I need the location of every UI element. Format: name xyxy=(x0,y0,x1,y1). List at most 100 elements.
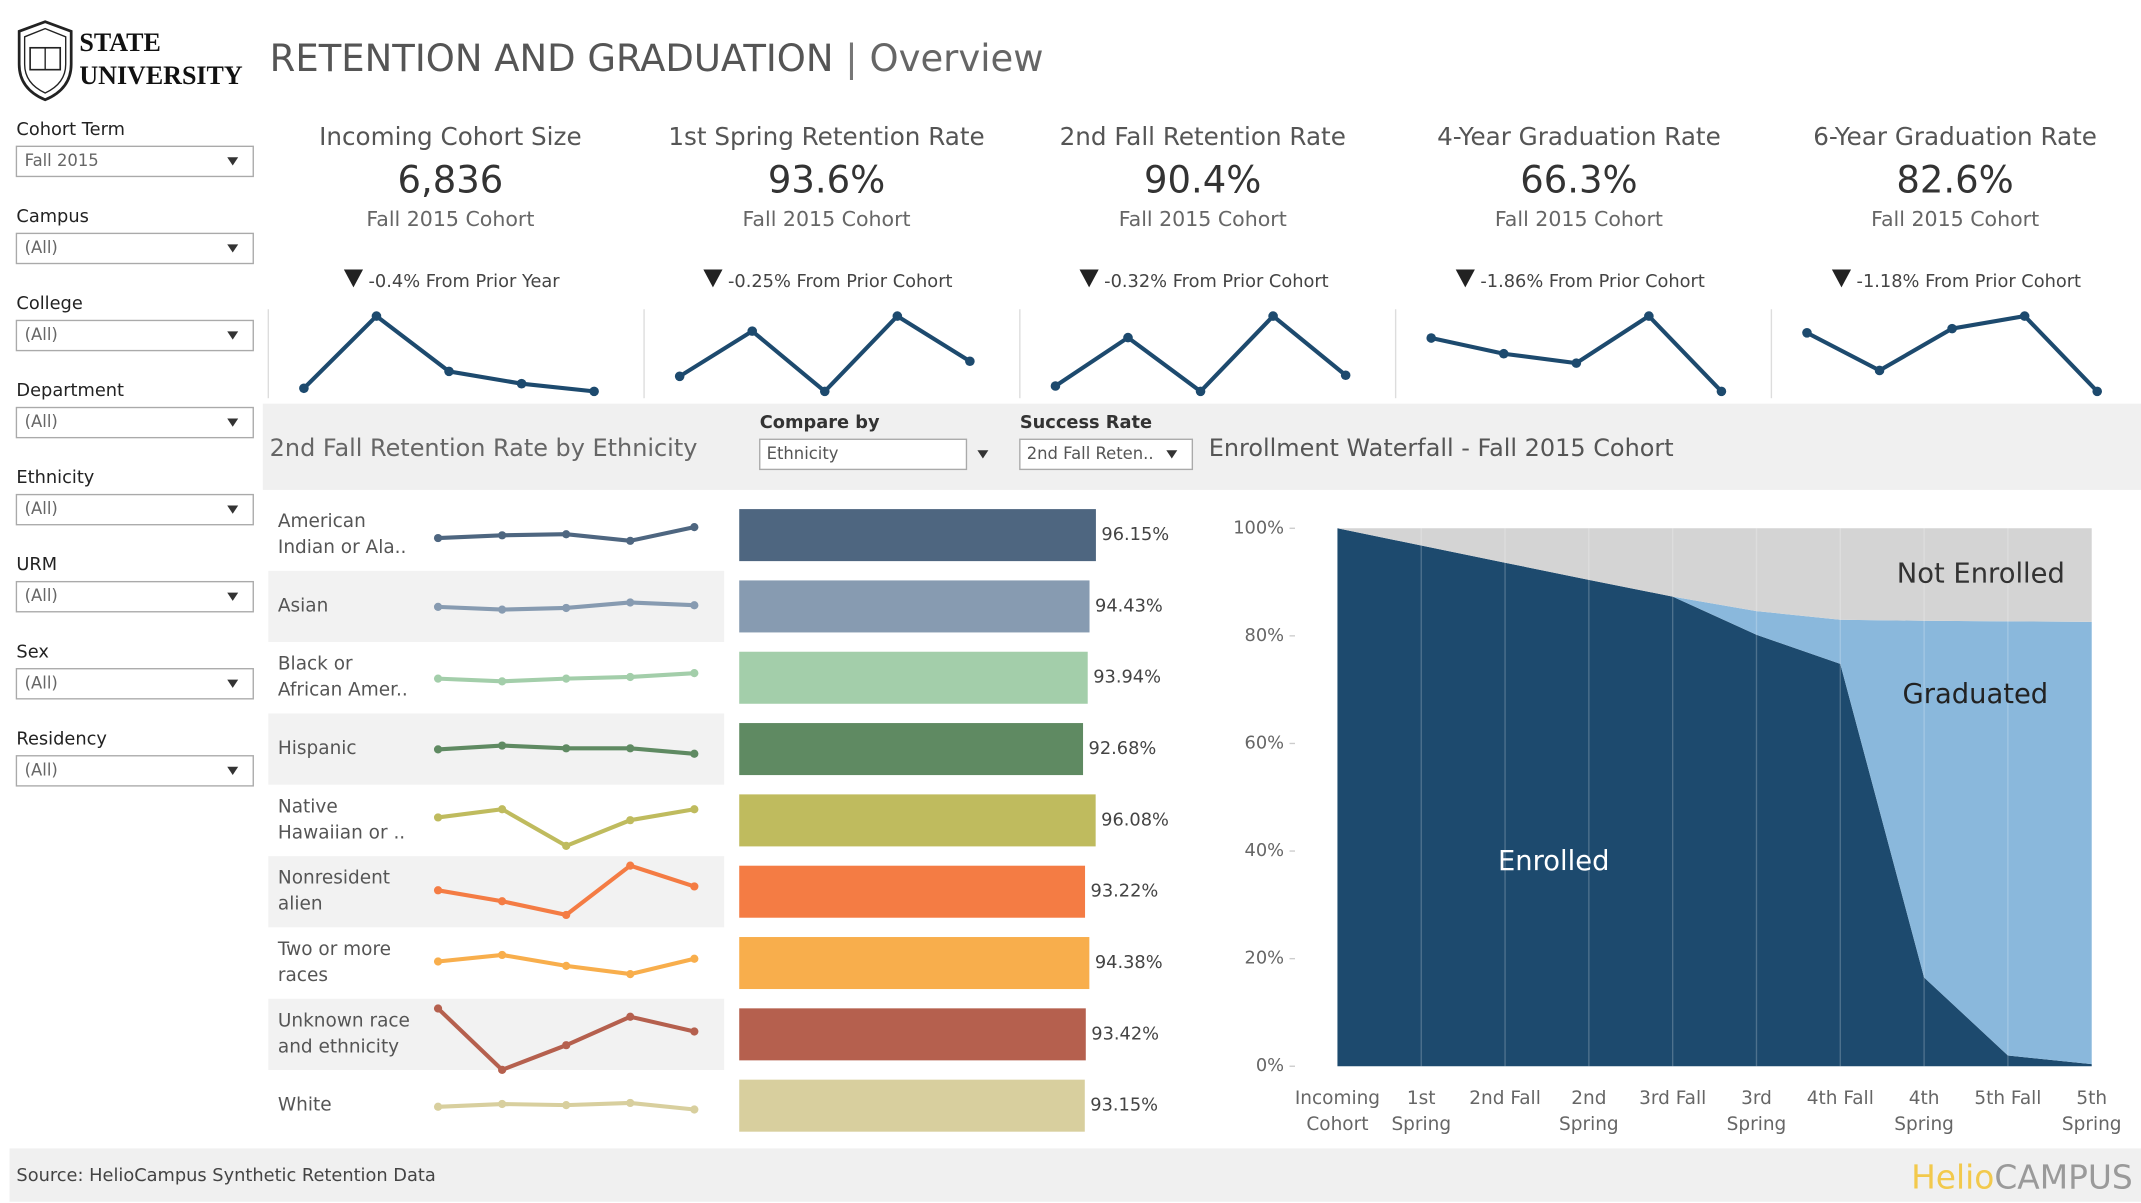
kpi-sparkline-point xyxy=(371,311,382,321)
x-tick-label-line: 5th xyxy=(2076,1088,2107,1109)
x-tick-label: 3rd Fall xyxy=(1639,1088,1706,1109)
row-sparkline-point xyxy=(498,950,507,960)
x-tick-label-line: 1st xyxy=(1407,1088,1436,1109)
row-sparkline-point xyxy=(690,1105,699,1114)
bar xyxy=(739,794,1096,847)
row-sparkline-point xyxy=(690,805,699,814)
x-tick-label: 5th Spring xyxy=(2062,1088,2122,1135)
brand-part: CAMPUS xyxy=(1994,1158,2132,1196)
filter-label: Ethnicity xyxy=(16,467,94,488)
filter-label: College xyxy=(16,293,82,314)
area-series xyxy=(1337,528,2092,622)
filter-dropdown[interactable] xyxy=(15,755,254,787)
kpi-sparkline-point xyxy=(1426,333,1437,343)
bar-value-label: 96.08% xyxy=(1101,809,1169,830)
brand-logo: HelioCAMPUS xyxy=(1911,1158,2133,1196)
filter-dropdown[interactable] xyxy=(15,493,254,526)
kpi-cohort: Fall 2015 Cohort xyxy=(1871,207,2039,231)
row-label: Asian xyxy=(278,595,328,616)
row-label: Nonresident xyxy=(278,868,390,889)
row-sparkline-point xyxy=(498,741,507,750)
filter-dropdown[interactable] xyxy=(15,580,254,613)
kpi-title: Incoming Cohort Size xyxy=(319,122,581,151)
row-sparkline-point xyxy=(626,744,635,753)
kpi-sparkline-point xyxy=(1571,358,1582,368)
x-tick-label: 2nd Spring xyxy=(1559,1088,1619,1135)
y-tick-label: 0% xyxy=(1256,1055,1284,1076)
row-sparkline-point xyxy=(433,1102,443,1111)
kpi-sparkline-point xyxy=(747,326,758,336)
separator: | xyxy=(834,37,870,81)
x-tick-label: 3rd Spring xyxy=(1727,1088,1787,1135)
bar xyxy=(739,651,1088,704)
dropdown[interactable] xyxy=(1019,438,1194,471)
bar-value-label: 93.15% xyxy=(1090,1095,1158,1116)
row-sparkline-point xyxy=(562,910,571,920)
row-sparkline-point xyxy=(626,598,635,607)
filter-dropdown[interactable] xyxy=(15,145,254,178)
row-sparkline-point xyxy=(626,861,635,870)
kpi-sparkline-point xyxy=(1195,386,1206,397)
bar xyxy=(739,509,1096,562)
kpi-change: -0.32% From Prior Cohort xyxy=(1104,271,1329,292)
row-sparkline-point xyxy=(433,674,443,683)
logo-text: UNIVERSITY xyxy=(79,61,242,90)
subtitle: Overview xyxy=(869,37,1043,80)
control-label: Compare by xyxy=(760,412,880,433)
row-label: Black or xyxy=(278,654,353,675)
dropdown[interactable] xyxy=(759,438,968,471)
down-triangle xyxy=(1455,269,1475,288)
row-label: Indian or Ala.. xyxy=(278,537,407,558)
filter-dropdown[interactable] xyxy=(15,668,254,700)
row-sparkline-point xyxy=(498,1099,507,1109)
bar-value-label: 92.68% xyxy=(1089,738,1157,759)
row-band xyxy=(268,998,725,1070)
kpi-cohort: Fall 2015 Cohort xyxy=(743,207,911,231)
filter-dropdown[interactable] xyxy=(15,319,254,352)
kpi-sparkline-point xyxy=(1498,348,1509,359)
y-tick-label: 100% xyxy=(1233,517,1284,538)
down-triangle xyxy=(703,269,723,288)
row-sparkline-point xyxy=(690,882,699,891)
x-tick-label-line: Incoming xyxy=(1295,1088,1380,1109)
kpi-sparkline-point xyxy=(1050,381,1061,391)
x-tick-label-line: Spring xyxy=(1559,1114,1619,1135)
kpi-sparkline-point xyxy=(444,366,454,377)
row-label: and ethnicity xyxy=(278,1036,399,1057)
row-label: alien xyxy=(278,894,323,915)
kpi-change: -0.4% From Prior Year xyxy=(369,271,561,292)
dropdown-arrow xyxy=(227,244,239,253)
bar-value-label: 96.15% xyxy=(1101,524,1169,545)
kpi-sparkline-point xyxy=(674,371,685,382)
filter-dropdown[interactable] xyxy=(15,232,254,265)
kpi-value: 93.6% xyxy=(768,158,885,201)
row-sparkline-point xyxy=(433,533,443,543)
row-label: Hawaiian or .. xyxy=(278,822,405,843)
filter-label: Residency xyxy=(16,728,107,749)
bar-value-label: 93.94% xyxy=(1093,667,1161,688)
y-tick-label: 80% xyxy=(1245,625,1285,646)
chart-title: Enrollment Waterfall - Fall 2015 Cohort xyxy=(1209,434,1674,462)
row-sparkline-point xyxy=(690,749,699,758)
filter-value: (All) xyxy=(25,586,58,605)
kpi-value: 66.3% xyxy=(1520,158,1637,201)
x-tick-label-line: 4th xyxy=(1909,1088,1940,1109)
down-triangle xyxy=(1831,269,1852,288)
filter-dropdown[interactable] xyxy=(15,406,254,439)
filter-label: Department xyxy=(16,380,124,401)
filter-value: (All) xyxy=(25,499,58,518)
row-sparkline-point xyxy=(562,744,571,753)
row-label: African Amer.. xyxy=(278,680,408,701)
kpi-title: 6-Year Graduation Rate xyxy=(1813,122,2097,151)
footer-band xyxy=(9,1148,2141,1202)
kpi-value: 6,836 xyxy=(397,158,503,201)
kpi-cohort: Fall 2015 Cohort xyxy=(1119,207,1287,231)
dropdown-arrow xyxy=(227,331,239,340)
kpi-value: 82.6% xyxy=(1896,158,2013,201)
kpi-title: 4-Year Graduation Rate xyxy=(1437,122,1721,151)
row-sparkline-point xyxy=(690,601,699,610)
row-sparkline-point xyxy=(498,677,507,686)
kpi-sparkline-point xyxy=(892,311,903,321)
